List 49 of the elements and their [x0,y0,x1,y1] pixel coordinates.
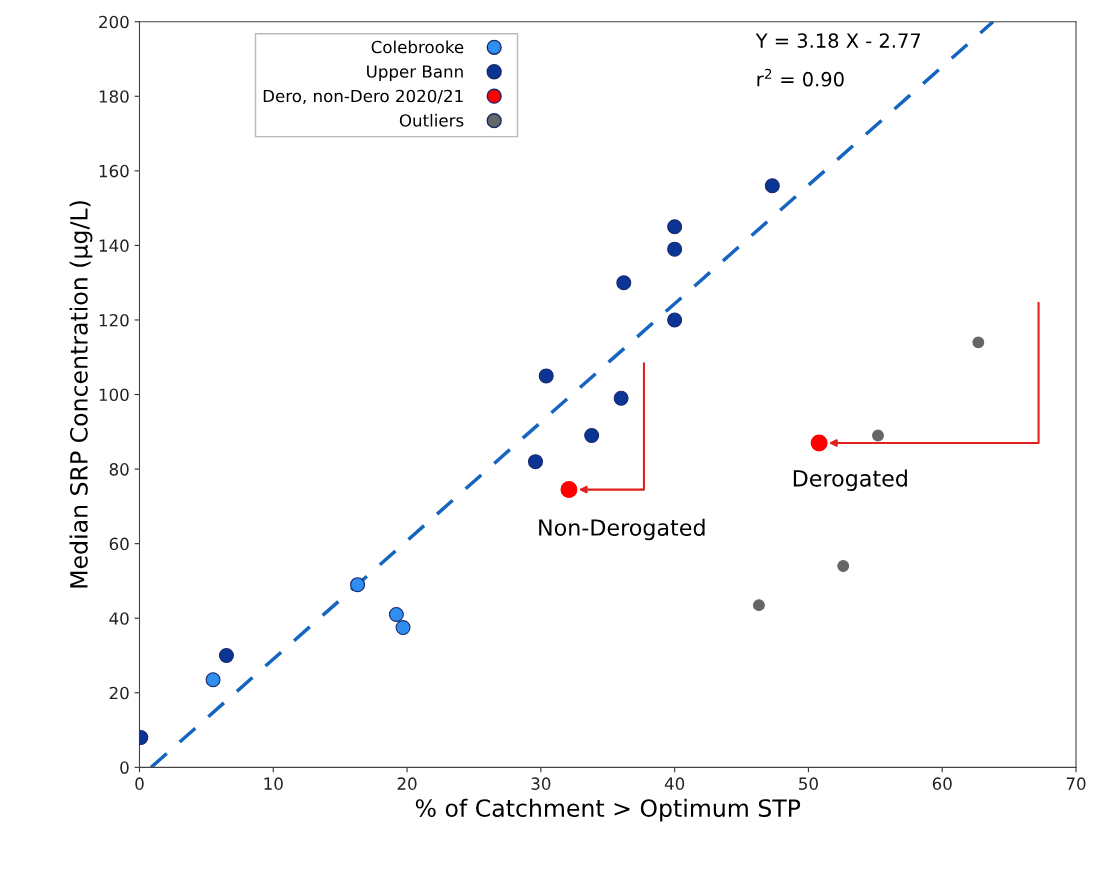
y-tick-label: 40 [109,612,129,625]
annotation: r$^{2}$ = 0.90 [757,68,844,87]
point [584,428,600,444]
y-tick-label: 20 [109,686,129,700]
y-tick-label: 120 [99,313,129,327]
annotation: Y = 3.18 X - 2.77 [755,33,921,48]
point [538,368,554,384]
x-tick-label: 60 [932,777,952,790]
point [972,336,985,349]
point [616,275,632,291]
point [560,481,578,499]
point [350,577,366,593]
x-tick-label: 50 [799,777,818,790]
point [764,178,780,194]
point [613,390,629,406]
point [218,647,234,663]
x-tick-label: 0 [135,777,144,790]
y-tick-label: 200 [99,15,129,29]
y-tick-label: 140 [99,239,129,252]
y-tick-label: 160 [99,164,129,178]
point [395,620,411,636]
x-tick-label: 10 [264,777,283,790]
point [810,434,828,452]
legend-label: Outliers [399,113,464,127]
legend-label: Dero, non-Dero 2020/21 [263,89,463,104]
y-tick-label: 80 [109,463,129,476]
point [667,241,683,257]
y-tick-label: 180 [99,90,129,103]
annotation: Derogated [793,469,907,492]
point [667,219,683,235]
point [872,429,884,442]
x-tick-label: 70 [1066,777,1086,790]
point [388,606,404,622]
y-tick-label: 100 [99,388,129,402]
point [837,560,850,572]
x-tick-label: 40 [664,777,685,790]
legend-label: Colebrooke [371,40,464,54]
point [667,312,683,328]
x-tick-label: 30 [531,777,551,790]
x-tick-label: 20 [397,777,417,790]
point [527,454,543,470]
y-tick-label: 0 [120,761,129,774]
point [205,672,221,688]
legend-label: Upper Bann [367,65,463,82]
annotation: Non-Derogated [539,518,705,541]
y-axis-title: Median SRP Concentration (µg/L) [69,201,93,588]
y-tick-label: 60 [109,537,129,551]
x-axis-title: % of Catchment > Optimum STP [415,798,801,822]
point [752,599,765,612]
